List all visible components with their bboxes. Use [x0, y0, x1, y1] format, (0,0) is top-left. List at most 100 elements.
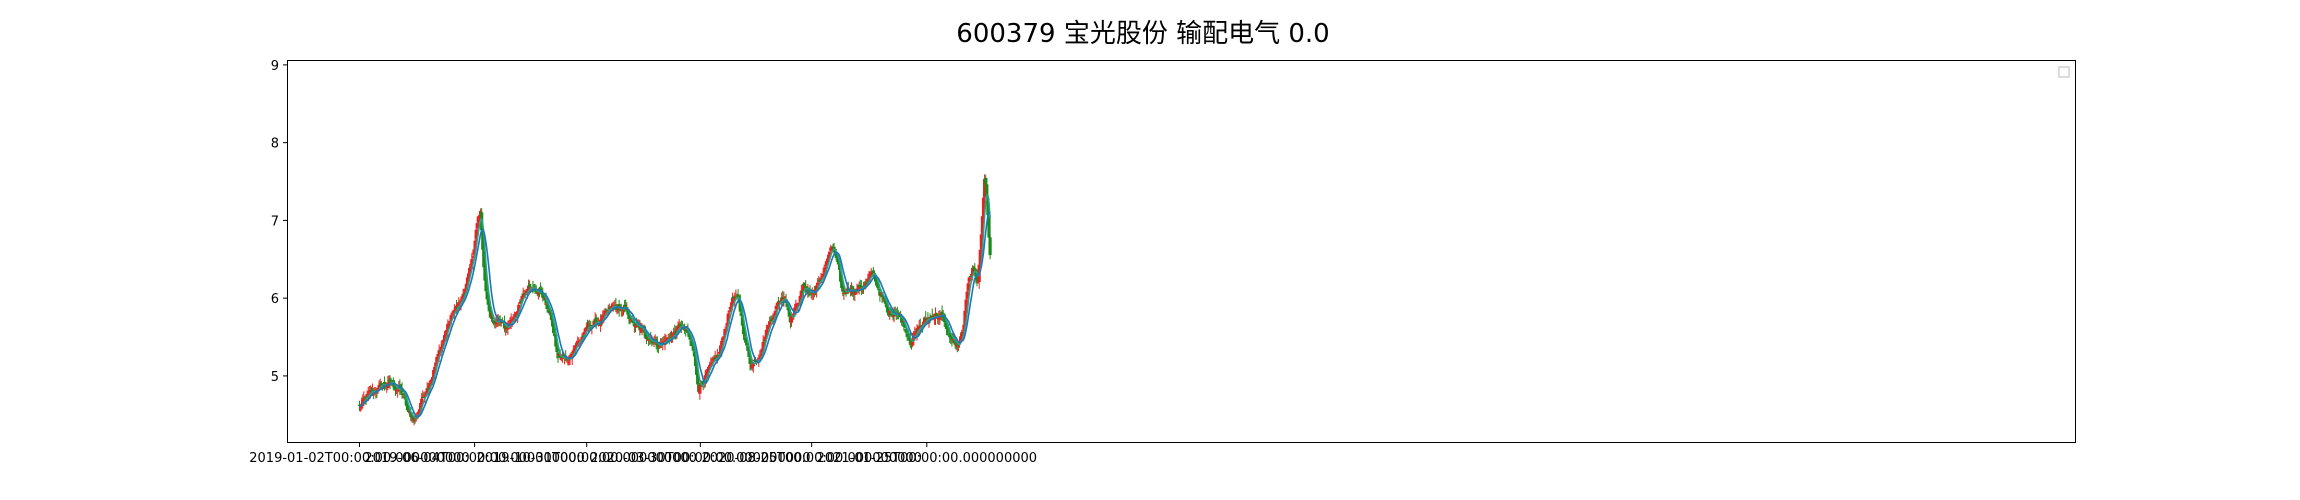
candle-body [696, 374, 700, 385]
candle-body [557, 355, 561, 357]
candle-body [867, 277, 871, 279]
candle-body [409, 412, 413, 417]
candle-body [547, 310, 551, 314]
candle-body [432, 369, 436, 379]
candle-body [834, 252, 838, 258]
candle-body [736, 294, 740, 298]
candle-body [947, 330, 951, 332]
candle-body [586, 324, 591, 329]
candle-body [485, 291, 489, 300]
candle-body [358, 406, 363, 408]
candle-body [869, 272, 873, 277]
candle-body [538, 288, 543, 291]
candle-body [986, 198, 990, 216]
candle-body [439, 346, 443, 353]
candle-body [959, 336, 963, 341]
candle-body [978, 249, 982, 267]
candle-body [474, 229, 478, 239]
candle-body [821, 273, 825, 277]
candle-body [937, 317, 941, 320]
candle-body [361, 399, 365, 406]
x-tick-label: 2019-10-31T00:00:00.000000000 [476, 451, 696, 466]
candle-body [906, 334, 910, 337]
candle-body [452, 309, 456, 313]
candle-body [534, 290, 538, 293]
candle-body [691, 346, 695, 351]
candle-body [913, 332, 917, 336]
candle-body [955, 343, 959, 348]
candle-body [573, 345, 578, 349]
candle-body [780, 297, 784, 303]
candle-body [460, 296, 464, 302]
candle-body [825, 258, 830, 262]
candle-body [710, 362, 714, 366]
candle-body [626, 308, 630, 315]
candle-body [945, 328, 950, 331]
candle-body [652, 341, 656, 343]
ma-line-long [359, 211, 991, 418]
x-tick-label: 2019-01-02T00:00:00.000000000 [249, 451, 469, 466]
candle-body [800, 290, 805, 292]
candle-body [445, 329, 449, 336]
candle-body [545, 304, 549, 309]
candle-body [406, 410, 411, 413]
candle-body [686, 330, 690, 333]
candle-body [465, 277, 470, 286]
candle-body [488, 308, 493, 318]
candle-body [759, 353, 763, 357]
candle-body [536, 291, 541, 295]
candle-body [883, 298, 887, 304]
candle-body [565, 358, 569, 361]
candle-body [908, 339, 913, 344]
candle-body [512, 317, 517, 319]
candle-body [526, 285, 531, 293]
candle-body [511, 318, 515, 320]
candle-body [461, 294, 465, 299]
candle-body [643, 331, 647, 336]
candle-body [382, 381, 387, 385]
candle-body [552, 325, 556, 333]
candle-body [948, 332, 952, 338]
candle-body [572, 348, 577, 352]
candle-body [633, 324, 638, 328]
candle-body [690, 342, 694, 347]
candle-body [935, 314, 939, 317]
candle-body [836, 258, 841, 265]
candle-body [704, 371, 709, 376]
candle-body [837, 263, 842, 270]
candle-body [656, 347, 661, 349]
candle-body [801, 284, 806, 291]
candle-body [442, 335, 447, 341]
candle-body [733, 298, 737, 301]
x-tick-label: 2020-08-25T00:00:00.000000000 [701, 451, 921, 466]
candle-body [695, 364, 699, 375]
candle-body [939, 313, 943, 317]
candle-body [868, 275, 872, 278]
candle-body [885, 304, 890, 310]
candle-body [722, 336, 726, 338]
candle-body [798, 295, 802, 305]
candle-body [964, 299, 968, 311]
candle-body [719, 348, 723, 354]
candle-body [799, 291, 803, 297]
candle-body [963, 310, 967, 325]
candle-body [624, 304, 628, 309]
candle-body [671, 335, 675, 338]
candle-body [751, 362, 755, 367]
candle-body [648, 339, 652, 341]
x-tick-label: 2021-01-25T00:00:00.000000000 [817, 451, 1037, 466]
candle-body [519, 300, 523, 302]
candle-body [549, 312, 554, 320]
candle-body [903, 324, 907, 328]
candle-body [523, 293, 527, 295]
candle-body [484, 279, 488, 292]
candle-body [732, 296, 736, 299]
candle-body [921, 322, 926, 326]
candle-body [482, 250, 486, 268]
legend-box [2058, 66, 2070, 78]
candle-body [876, 281, 880, 288]
candle-body [744, 337, 748, 343]
candle-body [518, 302, 522, 304]
candle-body [466, 273, 471, 279]
candle-body [494, 322, 498, 324]
